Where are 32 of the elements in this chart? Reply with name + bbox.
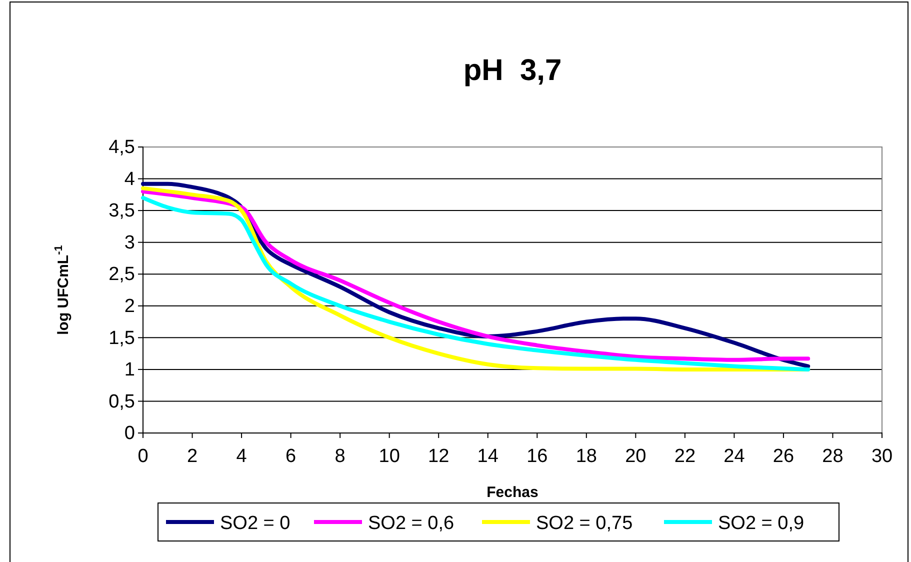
x-tick-label: 8 [334, 446, 346, 467]
y-tick-label: 1 [124, 360, 135, 381]
legend-label: SO2 = 0 [220, 513, 290, 534]
y-tick-label: 3 [124, 232, 135, 254]
legend-label: SO2 = 0,75 [536, 513, 633, 534]
x-tick-label: 30 [871, 446, 893, 467]
legend-label: SO2 = 0,6 [368, 513, 454, 534]
x-tick-label: 0 [138, 446, 148, 467]
x-tick-label: 14 [477, 446, 499, 467]
x-tick-label: 24 [724, 446, 746, 467]
y-tick-label: 0 [124, 423, 135, 444]
y-tick-label: 2,5 [108, 264, 135, 286]
y-tick-label: 4 [124, 168, 136, 190]
y-tick-label: 2 [124, 296, 135, 317]
x-tick-label: 18 [576, 446, 597, 467]
x-tick-label: 10 [378, 446, 400, 467]
y-tick-label: 1,5 [108, 328, 135, 349]
x-tick-label: 26 [772, 446, 794, 467]
x-tick-label: 16 [526, 446, 548, 467]
y-tick-label: 4,5 [108, 137, 135, 158]
x-tick-label: 28 [822, 446, 844, 467]
x-tick-label: 20 [625, 446, 646, 467]
x-tick-label: 12 [428, 446, 450, 467]
y-tick-label: 3,5 [108, 200, 135, 222]
chart-title: pH 3,7 [463, 54, 562, 87]
x-tick-label: 6 [286, 446, 296, 467]
x-axis-title: Fechas [486, 484, 538, 501]
y-tick-label: 0,5 [108, 391, 135, 412]
x-tick-label: 4 [236, 446, 248, 467]
legend-label: SO2 = 0,9 [718, 513, 804, 534]
x-tick-label: 2 [186, 446, 198, 467]
x-tick-label: 22 [674, 446, 696, 467]
